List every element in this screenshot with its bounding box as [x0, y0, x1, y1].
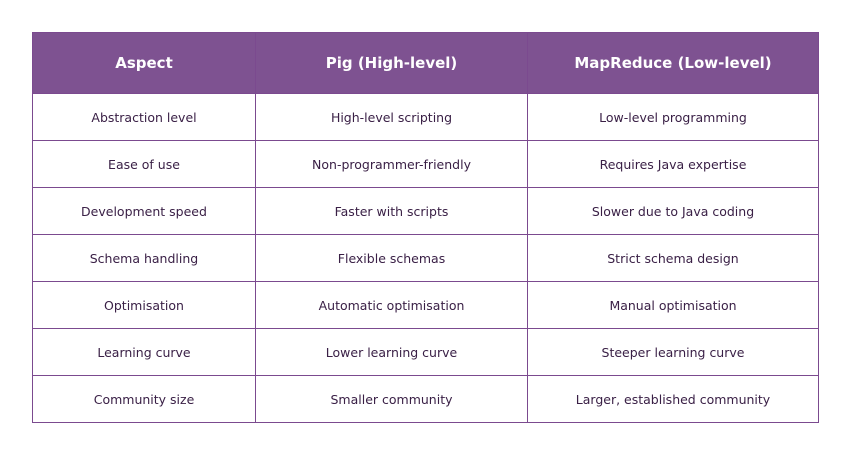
table-cell: Strict schema design	[527, 234, 819, 282]
table-row: Community size Smaller community Larger, e…	[32, 375, 819, 423]
table-cell: Abstraction level	[32, 93, 256, 141]
table-cell: Automatic optimisation	[255, 281, 528, 329]
table-row: Learning curve Lower learning curve Steepe…	[32, 328, 819, 376]
table-cell: Optimisation	[32, 281, 256, 329]
table-cell: Smaller community	[255, 375, 528, 423]
table-cell: Manual optimisation	[527, 281, 819, 329]
comparison-table: Aspect Pig (High-level) MapReduce (Low-lev…	[32, 32, 819, 423]
header-row: Aspect Pig (High-level) MapReduce (Low-lev…	[32, 32, 819, 94]
table-cell: Steeper learning curve	[527, 328, 819, 376]
table-cell: Faster with scripts	[255, 187, 528, 235]
table-cell: Slower due to Java coding	[527, 187, 819, 235]
table-cell: Development speed	[32, 187, 256, 235]
header-cell: Pig (High-level)	[255, 32, 528, 94]
table-cell: Low-level programming	[527, 93, 819, 141]
table-cell: High-level scripting	[255, 93, 528, 141]
table-cell: Flexible schemas	[255, 234, 528, 282]
table-cell: Lower learning curve	[255, 328, 528, 376]
table-row: Schema handling Flexible schemas Strict sc…	[32, 234, 819, 282]
header-cell: MapReduce (Low-level)	[527, 32, 819, 94]
table-body: Abstraction level High-level scripting Low…	[32, 93, 819, 423]
table-cell: Larger, established community	[527, 375, 819, 423]
table-cell: Schema handling	[32, 234, 256, 282]
table-row: Development speed Faster with scripts Slow…	[32, 187, 819, 235]
table-row: Ease of use Non-programmer-friendly Requir…	[32, 140, 819, 188]
table-cell: Ease of use	[32, 140, 256, 188]
table-row: Optimisation Automatic optimisation Manual…	[32, 281, 819, 329]
table-cell: Requires Java expertise	[527, 140, 819, 188]
table-row: Abstraction level High-level scripting Low…	[32, 93, 819, 141]
header-cell: Aspect	[32, 32, 256, 94]
table-cell: Community size	[32, 375, 256, 423]
table-cell: Non-programmer-friendly	[255, 140, 528, 188]
table-cell: Learning curve	[32, 328, 256, 376]
